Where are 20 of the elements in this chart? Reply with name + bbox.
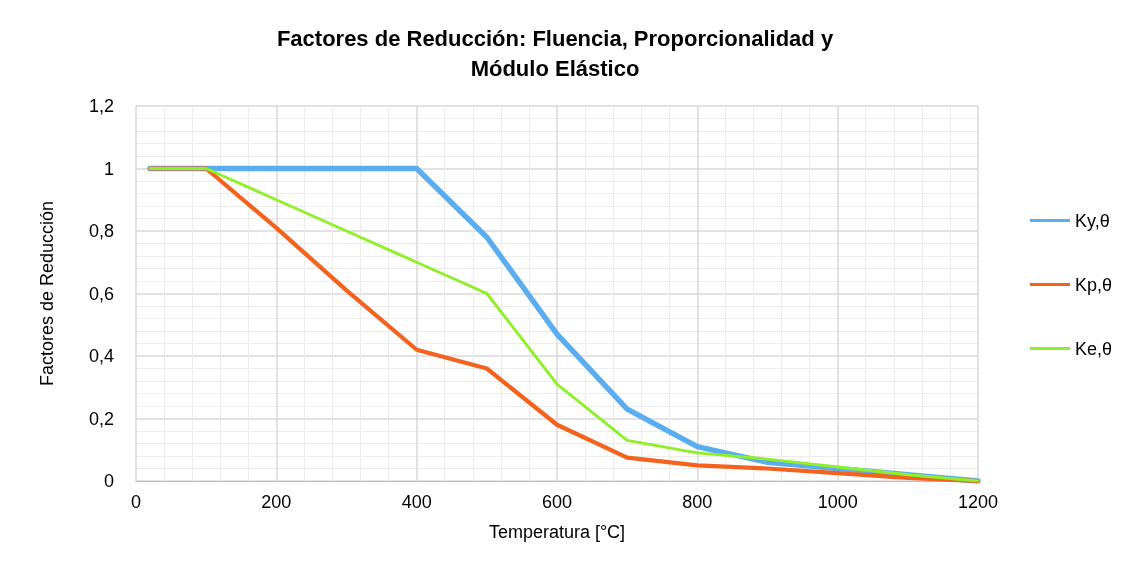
y-axis-title: Factores de Reducción: [37, 200, 57, 387]
chart-title: Factores de Reducción: Fluencia, Proporcionalidad y Módulo Elástico: [276, 25, 834, 81]
y-tick-label: 1,2: [88, 96, 114, 116]
x-tick-label: 600: [541, 492, 573, 512]
y-tick-label: 0,8: [88, 221, 114, 241]
x-tick-label: 0: [130, 492, 142, 512]
y-tick-label: 0,6: [88, 283, 114, 304]
x-tick-label: 400: [401, 492, 432, 512]
x-tick-label: 200: [261, 492, 292, 512]
legend-label: Kp,θ: [1074, 274, 1112, 295]
y-tick-label: 0,2: [88, 408, 114, 429]
legend-label: Ke,θ: [1074, 338, 1112, 359]
y-tick-label: 0: [103, 471, 114, 491]
x-tick-label: 1000: [817, 492, 858, 512]
y-tick-label: 1: [103, 158, 114, 179]
x-axis-title: Temperatura [°C]: [488, 522, 626, 542]
x-tick-label: 1200: [957, 492, 999, 512]
legend-label: Ky,θ: [1074, 210, 1110, 231]
x-tick-label: 800: [682, 492, 713, 512]
y-tick-label: 0,4: [88, 346, 114, 366]
